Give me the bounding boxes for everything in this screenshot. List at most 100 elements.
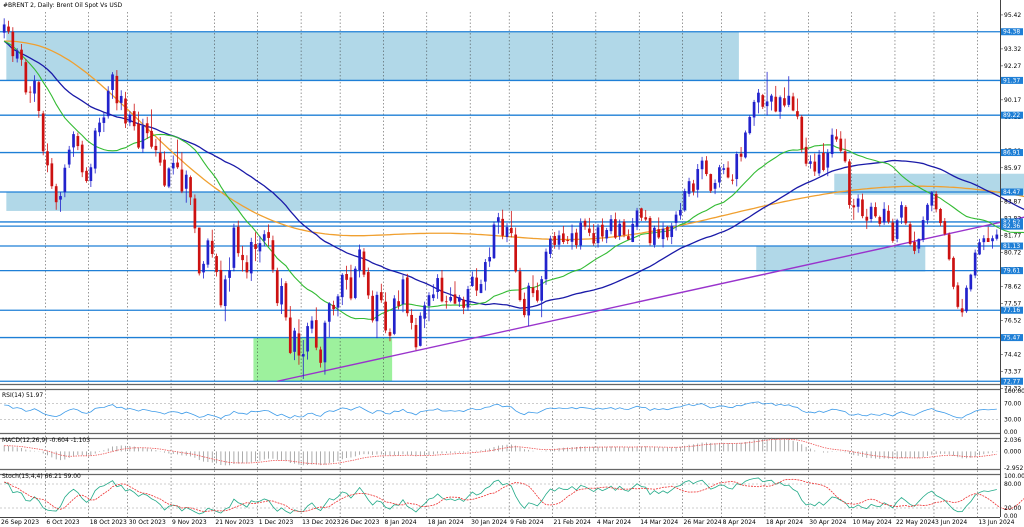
candle-body xyxy=(76,136,80,147)
rsi-line xyxy=(4,401,997,419)
candle-195 xyxy=(848,159,851,209)
candle-body xyxy=(527,285,531,316)
candle-body xyxy=(457,297,461,302)
candle-41 xyxy=(180,152,184,194)
candle-17 xyxy=(76,132,80,151)
candle-body xyxy=(171,162,175,169)
candle-body xyxy=(37,82,41,111)
candle-body xyxy=(735,154,739,180)
candle-135 xyxy=(588,217,591,237)
x-tick-label-13: 21 Feb 2024 xyxy=(554,519,592,526)
candle-body xyxy=(813,161,817,172)
candle-7 xyxy=(33,75,36,102)
candle-86 xyxy=(375,291,379,339)
candle-body xyxy=(401,279,405,305)
candle-169 xyxy=(735,151,739,187)
trendline[interactable] xyxy=(277,201,1024,382)
level-label-box-7 xyxy=(1001,242,1023,250)
candle-14 xyxy=(63,164,67,198)
candle-body xyxy=(310,320,314,329)
candle-body xyxy=(301,354,305,357)
candle-146 xyxy=(635,207,639,231)
candle-body xyxy=(410,314,413,323)
x-tick-label-17: 8 Apr 2024 xyxy=(723,519,756,526)
candle-body xyxy=(657,229,661,238)
candle-203 xyxy=(882,202,886,225)
candle-125 xyxy=(544,248,548,285)
candle-body xyxy=(388,332,392,336)
candle-body xyxy=(748,116,752,134)
candle-71 xyxy=(310,316,314,334)
candle-50 xyxy=(219,260,223,308)
y-tick-label-16: 74.42 xyxy=(1004,352,1021,359)
candle-76 xyxy=(332,300,335,316)
candle-body xyxy=(414,324,418,348)
candle-body xyxy=(683,191,687,211)
candle-body xyxy=(180,169,184,192)
candle-body xyxy=(800,116,804,150)
level-label-2: 89.22 xyxy=(1003,112,1020,119)
candle-body xyxy=(379,292,383,301)
candle-body xyxy=(423,305,426,319)
x-tick-label-6: 1 Dec 2023 xyxy=(259,519,294,526)
candle-body xyxy=(791,96,795,111)
candle-107 xyxy=(466,285,470,311)
candle-180 xyxy=(783,87,786,108)
candle-44 xyxy=(193,194,197,234)
candle-152 xyxy=(661,222,665,248)
y-tick-label-0: 95.42 xyxy=(1004,12,1021,19)
candle-body xyxy=(627,236,630,240)
candle-37 xyxy=(163,151,166,188)
candle-167 xyxy=(726,161,730,179)
candle-63 xyxy=(275,267,279,307)
candle-body xyxy=(496,217,500,222)
candle-body xyxy=(562,233,565,242)
candle-39 xyxy=(171,155,175,175)
y-tick-label-10: 80.72 xyxy=(1004,250,1021,257)
candle-189 xyxy=(822,143,825,172)
x-tick-label-20: 10 May 2024 xyxy=(853,519,892,526)
candle-body xyxy=(787,95,791,105)
candle-79 xyxy=(345,265,348,290)
candle-123 xyxy=(536,282,539,303)
trendline-layer[interactable] xyxy=(277,201,1024,382)
candle-170 xyxy=(739,147,743,162)
candle-92 xyxy=(401,275,405,313)
candle-body xyxy=(926,204,929,221)
stoch-tick-2: 20.00 xyxy=(1004,505,1021,512)
candle-229 xyxy=(995,229,999,241)
candle-10 xyxy=(46,143,49,173)
candle-body xyxy=(952,257,955,287)
candle-body xyxy=(947,234,951,260)
candle-185 xyxy=(804,137,808,167)
candle-145 xyxy=(631,218,635,243)
candle-body xyxy=(765,101,769,107)
candle-49 xyxy=(215,253,218,277)
candle-body xyxy=(865,216,869,221)
candle-211 xyxy=(917,238,921,254)
candle-158 xyxy=(687,177,691,197)
candle-body xyxy=(895,220,899,239)
candle-body xyxy=(809,161,812,164)
candle-body xyxy=(869,206,873,220)
level-label-4: 84.47 xyxy=(1003,189,1020,196)
candle-body xyxy=(874,207,877,217)
candle-42 xyxy=(184,170,188,203)
level-label-box-6 xyxy=(1001,222,1023,230)
x-tick-label-3: 30 Oct 2023 xyxy=(129,519,166,526)
level-label-box-0 xyxy=(1001,28,1023,36)
candle-body xyxy=(618,223,622,237)
candle-213 xyxy=(926,203,929,225)
candle-131 xyxy=(570,224,574,250)
candle-body xyxy=(50,163,54,187)
level-label-6: 82.36 xyxy=(1003,223,1020,230)
stoch-tick-3: 0.00 xyxy=(1004,513,1018,520)
y-tick-label-17: 73.37 xyxy=(1004,369,1021,376)
candle-109 xyxy=(475,268,479,297)
candle-body xyxy=(774,96,778,112)
rsi-label: RSI(14) 51.97 xyxy=(2,392,43,399)
candle-body xyxy=(431,294,435,299)
candle-184 xyxy=(800,115,804,153)
macd-label: MACD(12,26,9) -0.604 -1.103 xyxy=(2,437,90,444)
